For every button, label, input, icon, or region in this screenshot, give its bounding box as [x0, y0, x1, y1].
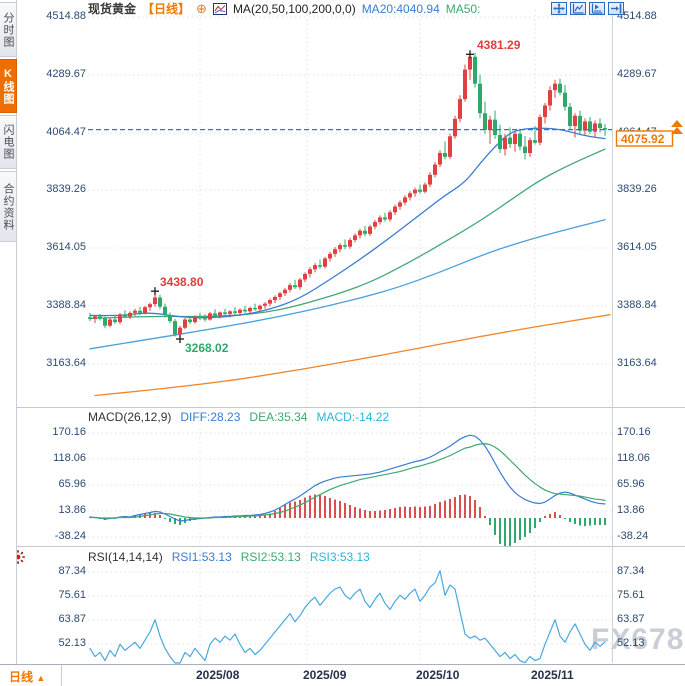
axis-label-price-l: 4064.47	[46, 126, 86, 138]
rsi-legend: RSI(14,14,14) RSI1:53.13 RSI2:53.13 RSI3…	[88, 549, 370, 564]
axis-label-price-l: 3614.05	[46, 241, 86, 253]
sidebar-tab-3[interactable]: 闪电图	[0, 115, 17, 169]
axis-label-rsi-r: 52.13	[617, 637, 645, 649]
date-label: 2025/11	[531, 668, 574, 682]
axis-label-rsi-l: 63.87	[58, 613, 86, 625]
date-label: 2025/10	[416, 668, 460, 682]
axis-label-price-l: 3388.84	[46, 299, 86, 311]
period-selector-button[interactable]: 日线 ▲	[9, 670, 46, 684]
annotation-swing-high-price: 3438.80	[160, 275, 204, 289]
axis-label-macd-r: 13.86	[617, 504, 645, 516]
sidebar-tab-1[interactable]: 分时图	[0, 2, 17, 57]
axis-label-rsi-l: 75.61	[58, 589, 86, 601]
macd-hist-value: MACD:-14.22	[316, 409, 390, 424]
collapse-legend-icon[interactable]: ⊕	[196, 1, 207, 16]
chart-header: 现货黄金 【日线】 ⊕ MA(20,50,100,200,0,0) MA20:4…	[88, 1, 481, 17]
axis-label-macd-r: 118.06	[617, 452, 650, 464]
axis-label-rsi-l: 87.34	[58, 565, 86, 577]
bottom-bar-divider	[61, 665, 62, 686]
sidebar-tab-4[interactable]: 合约资料	[0, 171, 17, 242]
date-label: 2025/09	[303, 668, 347, 682]
period-dropdown-arrow-icon: ▲	[36, 673, 46, 683]
macd-name-label: MACD(26,12,9)	[88, 409, 172, 424]
axis-label-price-r: 4514.88	[617, 10, 657, 22]
axis-scale-tool-icon[interactable]	[570, 2, 586, 15]
axis-label-price-l: 4514.88	[46, 10, 86, 22]
time-axis-bar: 日线 ▲ 2025/08 2025/09 2025/10 2025/11	[0, 664, 685, 686]
sidebar-tab-2[interactable]: K线图	[0, 59, 17, 113]
rsi-name-label: RSI(14,14,14)	[88, 549, 163, 564]
axis-label-price-r: 3839.26	[617, 183, 657, 195]
annotation-peak-price: 4381.29	[477, 38, 521, 52]
axis-label-macd-l: 170.16	[52, 426, 86, 438]
axis-label-macd-r: 65.96	[617, 478, 645, 490]
date-label: 2025/08	[196, 668, 240, 682]
axis-label-price-r: 3614.05	[617, 241, 657, 253]
axis-label-price-r: 4289.67	[617, 68, 657, 80]
indicator-chart-icon[interactable]	[212, 2, 227, 15]
macd-dea-value: DEA:35.34	[249, 409, 308, 424]
chart-toolbar	[551, 2, 624, 15]
period-tag: 【日线】	[142, 2, 191, 16]
axis-label-price-r: 3388.84	[617, 299, 657, 311]
instrument-name: 现货黄金	[88, 2, 137, 16]
annotation-swing-low-price: 3268.02	[185, 341, 229, 355]
macd-legend: MACD(26,12,9) DIFF:28.23 DEA:35.34 MACD:…	[88, 409, 389, 424]
ma50-value: MA50:	[445, 1, 481, 16]
axis-label-macd-r: 170.16	[617, 426, 651, 438]
axis-label-macd-l: 118.06	[53, 452, 86, 464]
axis-label-macd-l: 13.86	[58, 504, 86, 516]
rsi1-value: RSI1:53.13	[171, 549, 232, 564]
pan-tool-icon[interactable]	[551, 2, 567, 15]
rsi2-value: RSI2:53.13	[240, 549, 301, 564]
chart-type-sidebar: 分时图 K线图闪电图合约资料	[0, 0, 17, 664]
indicator-window-tool-icon[interactable]	[589, 2, 605, 15]
axis-label-macd-l: -38.24	[54, 530, 86, 542]
axis-label-price-l: 4289.67	[46, 68, 86, 80]
ma-settings-label: MA(20,50,100,200,0,0)	[232, 1, 356, 16]
axis-label-rsi-r: 63.87	[617, 613, 645, 625]
axis-label-price-r: 3163.64	[617, 357, 657, 369]
watermark: FX678	[591, 623, 685, 656]
rsi3-value: RSI3:53.13	[309, 549, 370, 564]
axis-label-price-l: 3163.64	[46, 357, 86, 369]
axis-label-macd-l: 65.96	[58, 478, 86, 490]
axis-label-price-r: 4064.47	[617, 126, 657, 138]
macd-diff-value: DIFF:28.23	[180, 409, 241, 424]
exit-panel-tool-icon[interactable]	[608, 2, 624, 15]
axis-label-rsi-l: 52.13	[58, 637, 86, 649]
axis-label-price-l: 3839.26	[46, 183, 86, 195]
axis-label-macd-r: -38.24	[617, 530, 649, 542]
axis-label-rsi-r: 75.61	[617, 589, 645, 601]
ma20-value: MA20:4040.94	[361, 1, 440, 16]
axis-label-rsi-r: 87.34	[617, 565, 645, 577]
